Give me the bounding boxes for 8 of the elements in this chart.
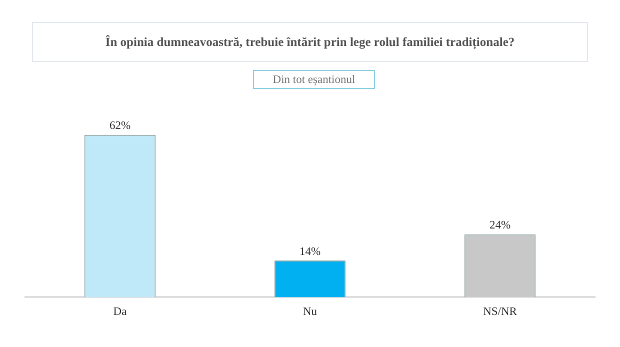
chart-title: În opinia dumneavoastră, trebuie întărit prin lege rolul familiei tradiționale? (32, 22, 588, 62)
data-label: 24% (489, 220, 511, 232)
data-label: 14% (299, 246, 321, 258)
x-tick-label: Da (113, 306, 127, 318)
x-tick-label: NS/NR (483, 306, 518, 318)
data-label: 62% (109, 120, 131, 132)
x-tick-label: Nu (302, 306, 318, 318)
chart-subtitle: Din tot eșantionul (253, 70, 375, 89)
